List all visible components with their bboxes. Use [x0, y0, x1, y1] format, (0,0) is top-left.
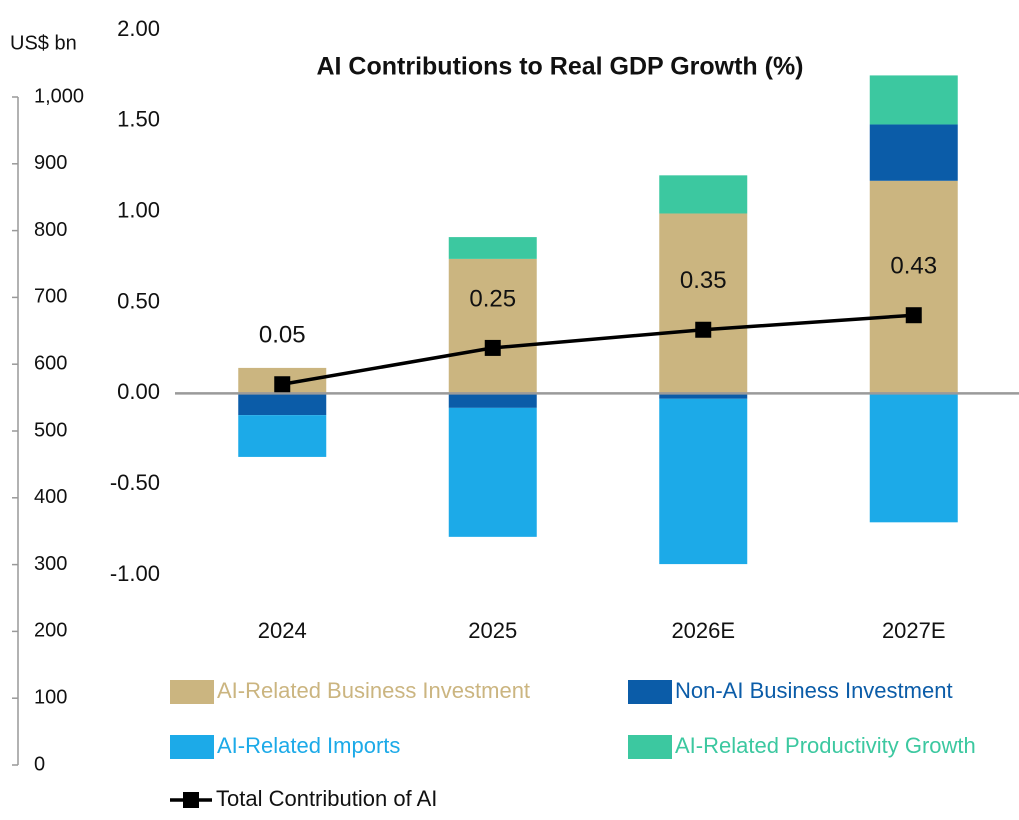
y2-tick-label: 200	[34, 620, 67, 642]
bar-segment	[659, 213, 748, 394]
bar-segment	[238, 415, 327, 457]
y-tick-label: 1.50	[117, 107, 160, 132]
line-marker	[274, 376, 291, 393]
legend-label: Non-AI Business Investment	[675, 678, 953, 703]
y2-tick-label: 300	[34, 553, 67, 575]
y2-tick-label: 100	[34, 686, 67, 708]
y2-tick-label: 700	[34, 286, 67, 308]
line-marker	[695, 321, 712, 338]
data-label: 0.05	[259, 322, 306, 349]
x-tick-label: 2027E	[882, 618, 946, 643]
y2-tick-label: 500	[34, 419, 67, 441]
x-tick-label: 2026E	[671, 618, 735, 643]
legend-label: AI-Related Productivity Growth	[675, 733, 976, 758]
x-tick-label: 2025	[468, 618, 517, 643]
y-tick-label: 1.00	[117, 197, 160, 222]
legend-swatch	[628, 680, 672, 704]
bar-segment	[448, 237, 537, 259]
legend-label: Total Contribution of AI	[216, 786, 437, 811]
legend-label: AI-Related Imports	[217, 733, 400, 758]
y2-tick-label: 600	[34, 352, 67, 374]
bar-segment	[869, 75, 958, 125]
y2-tick-label: 0	[34, 753, 45, 775]
bar-segment	[659, 393, 748, 399]
total-line	[281, 313, 914, 386]
chart-title: AI Contributions to Real GDP Growth (%)	[316, 53, 803, 81]
bar-segment	[448, 258, 537, 394]
bar-segment	[869, 393, 958, 523]
bar-segment	[659, 175, 748, 214]
legend-swatch	[170, 680, 214, 704]
y-tick-label: 0.00	[117, 379, 160, 404]
y2-tick-label: 900	[34, 152, 67, 174]
legend-label: AI-Related Business Investment	[217, 678, 530, 703]
data-label: 0.35	[680, 267, 727, 294]
y-tick-label: 0.50	[117, 288, 160, 313]
y2-tick-label: 400	[34, 486, 67, 508]
y2-axis-label: US$ bn	[10, 32, 77, 54]
bar-segment	[448, 393, 537, 408]
bar-segment	[659, 398, 748, 565]
y-tick-label: 2.00	[117, 16, 160, 41]
legend-swatch	[170, 735, 214, 759]
y-tick-label: -1.00	[110, 561, 160, 586]
line-marker	[905, 307, 922, 324]
y2-tick-label: 800	[34, 219, 67, 241]
bar-segment	[448, 407, 537, 537]
y2-tick-label: 1,000	[34, 85, 84, 107]
legend-marker	[183, 792, 199, 808]
legend-swatch	[628, 735, 672, 759]
bar-segment	[869, 124, 958, 181]
x-tick-label: 2024	[258, 618, 307, 643]
bar-segment	[238, 393, 327, 416]
bar-segment	[869, 180, 958, 394]
y-tick-label: -0.50	[110, 470, 160, 495]
data-label: 0.25	[469, 285, 516, 312]
data-label: 0.43	[890, 253, 937, 280]
line-marker	[484, 339, 501, 356]
